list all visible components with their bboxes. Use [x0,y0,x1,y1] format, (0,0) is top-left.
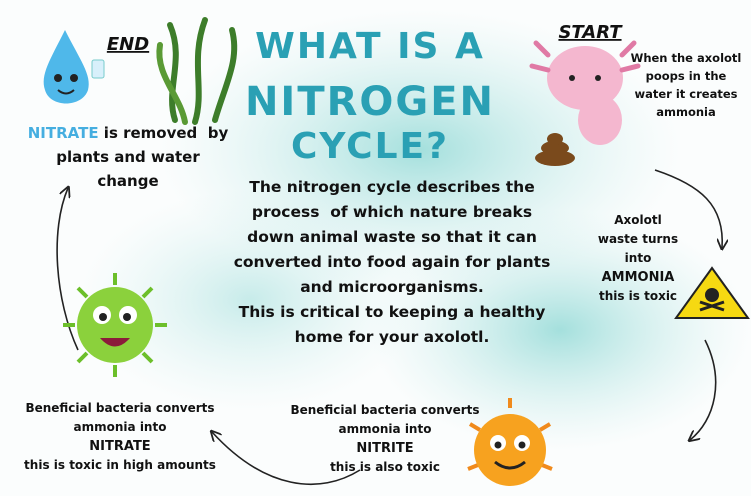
title-line: WHAT IS A [255,26,485,67]
step-line: Axolotl [614,213,661,227]
step-note: this is toxic [599,289,677,303]
step-line: ammonia [656,105,716,119]
description-line: process of which nature breaks [252,203,532,221]
end-step-line: NITRATE is removed by [28,124,229,142]
step-keyword: NITRATE [89,439,150,454]
step-keyword: AMMONIA [602,270,675,285]
step-line: poops in the [646,69,727,83]
end-step-line: change [97,172,158,190]
description-line: converted into food again for plants [234,253,551,271]
step-line: ammonia into [339,422,432,436]
step-line: When the axolotl [631,51,742,65]
end-step-line: plants and water [56,148,200,166]
step-line: Beneficial bacteria converts [290,403,479,417]
step-line: waste turns [598,232,678,246]
description-line: The nitrogen cycle describes the [249,178,534,196]
step-line: into [625,251,652,265]
step-line: is removed by [99,124,229,142]
end-label: END [107,34,149,55]
step-note: this is toxic in high amounts [24,458,216,472]
step-note: this is also toxic [330,460,440,474]
description-line: This is critical to keeping a healthy [239,303,546,321]
title-line: NITROGEN [245,79,495,125]
step-line: Beneficial bacteria converts [25,401,214,415]
step-keyword: NITRITE [356,441,413,456]
description: The nitrogen cycle describes the process … [234,178,551,346]
title-line: CYCLE? [291,126,449,167]
description-line: down animal waste so that it can [247,228,537,246]
infographic: END START WHAT IS A NITROGENCYCLE? The ni… [0,0,751,496]
description-line: home for your axolotl. [295,328,490,346]
step-keyword: NITRATE [28,124,99,142]
start-label: START [558,22,623,43]
step-line: water it creates [635,87,738,101]
step-line: ammonia into [74,420,167,434]
description-line: and microorganisms. [300,278,484,296]
green-bacteria-icon [63,273,167,377]
